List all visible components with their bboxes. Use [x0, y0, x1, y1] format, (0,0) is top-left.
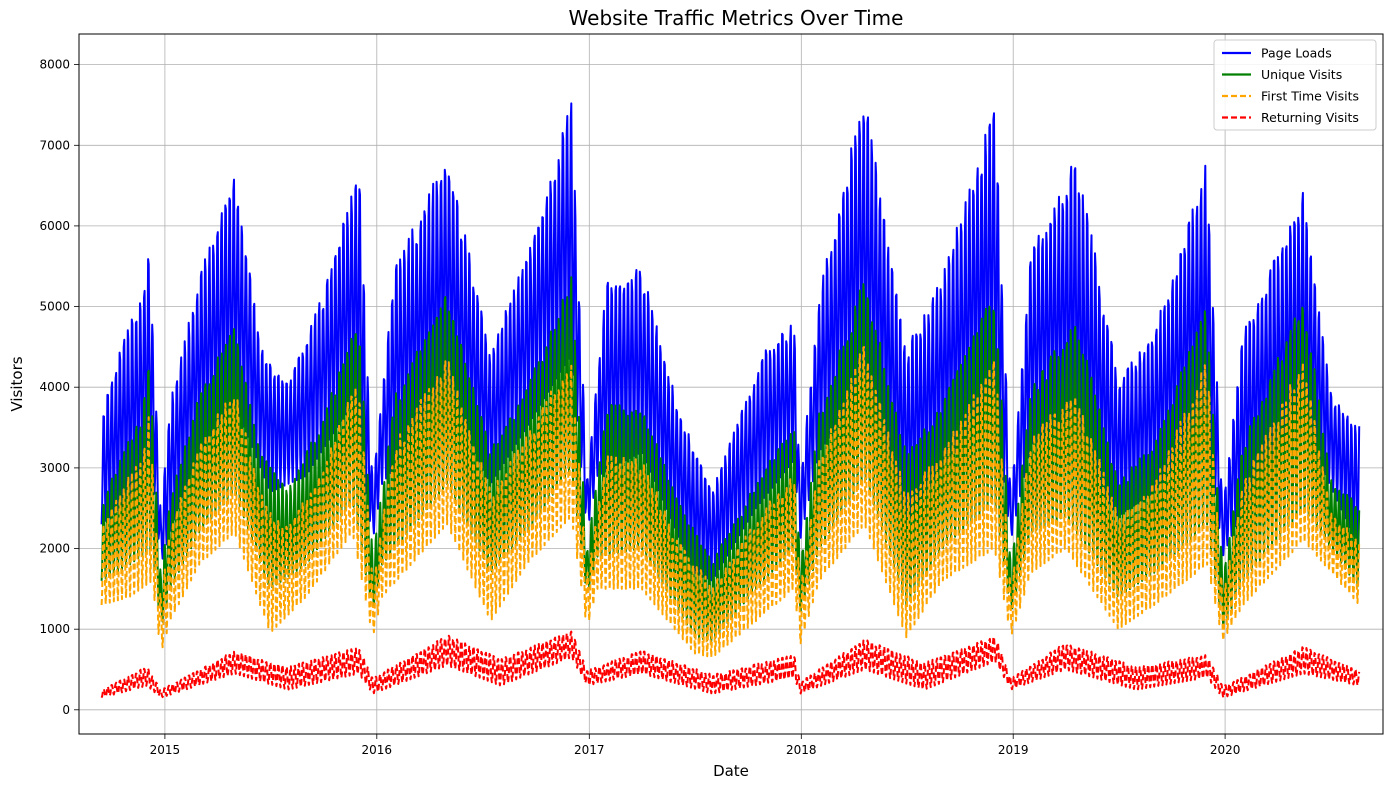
- x-tick-label: 2020: [1210, 743, 1241, 757]
- x-tick-label: 2015: [150, 743, 181, 757]
- y-tick-label: 2000: [39, 542, 70, 556]
- x-tick-label: 2017: [574, 743, 605, 757]
- legend-label: Page Loads: [1261, 46, 1332, 61]
- chart-title: Website Traffic Metrics Over Time: [569, 6, 904, 30]
- legend-label: First Time Visits: [1261, 89, 1359, 104]
- legend-box: [1213, 39, 1377, 131]
- legend-label: Unique Visits: [1261, 67, 1342, 82]
- legend-label: Returning Visits: [1261, 110, 1359, 125]
- series-line-returning-visits: [100, 630, 1361, 699]
- series-line-page-loads: [100, 102, 1361, 582]
- y-axis-label: Visitors: [8, 356, 26, 411]
- axes-frame: [78, 33, 1384, 735]
- y-tick-label: 1000: [39, 622, 70, 636]
- x-axis: 2015 2016 2017 2018 2019 2020: [150, 734, 1241, 757]
- y-tick-label: 8000: [39, 58, 70, 72]
- y-tick-label: 6000: [39, 219, 70, 233]
- y-tick-label: 7000: [39, 138, 70, 152]
- x-tick-label: 2018: [786, 743, 817, 757]
- legend: Page Loads Unique Visits First Time Visits…: [1213, 39, 1377, 131]
- x-tick-label: 2019: [998, 743, 1029, 757]
- series-line-first-time-visits: [100, 346, 1361, 659]
- y-axis: 0 1000 2000 3000 4000 5000 6000 7000 8000: [39, 58, 79, 717]
- y-tick-label: 3000: [39, 461, 70, 475]
- x-axis-label: Date: [713, 762, 749, 780]
- plot-area: [100, 102, 1361, 699]
- y-tick-label: 5000: [39, 300, 70, 314]
- y-tick-label: 0: [62, 703, 70, 717]
- y-tick-label: 4000: [39, 380, 70, 394]
- x-tick-label: 2016: [362, 743, 393, 757]
